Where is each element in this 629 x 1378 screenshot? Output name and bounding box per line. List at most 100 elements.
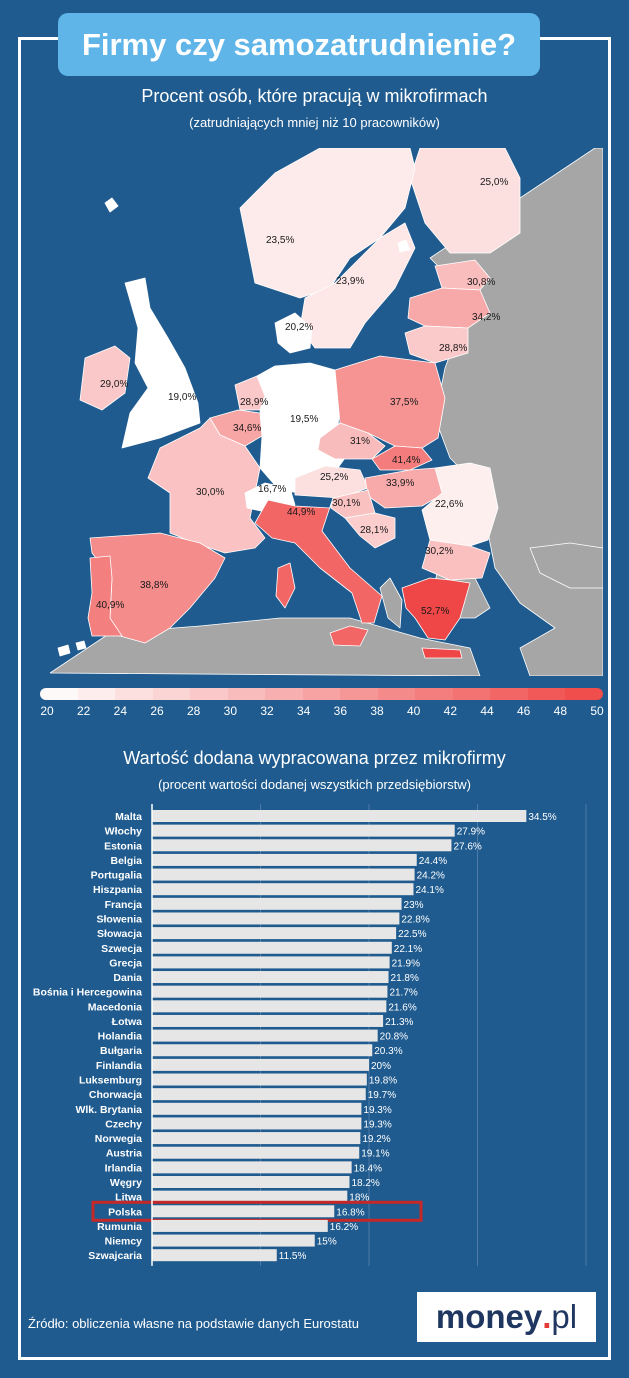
logo-tld: pl	[551, 1298, 578, 1335]
category-label: Wlk. Brytania	[75, 1104, 142, 1116]
island-sardinia	[275, 562, 296, 609]
category-label: Holandia	[98, 1031, 142, 1043]
category-label: Norwegia	[95, 1133, 142, 1145]
color-scale-tick: 20	[40, 704, 54, 718]
country-rumunia	[421, 462, 499, 547]
map-value-label: 31%	[350, 436, 370, 447]
country-finlandia	[409, 148, 521, 254]
map-title: Procent osób, które pracują w mikrofirma…	[141, 86, 488, 106]
color-scale-step	[490, 688, 528, 700]
color-scale-step	[340, 688, 378, 700]
bar	[152, 1000, 387, 1013]
map-value-label: 41,4%	[392, 455, 420, 466]
bar	[152, 985, 388, 998]
color-scale-step	[415, 688, 453, 700]
color-scale	[40, 688, 603, 700]
country-estonia	[434, 259, 491, 291]
value-label: 20.8%	[380, 1032, 408, 1043]
color-scale-step	[190, 688, 228, 700]
bar	[152, 1029, 378, 1042]
country-dania	[274, 312, 313, 354]
value-label: 22.1%	[394, 944, 422, 955]
bar	[152, 927, 397, 940]
logo-brand: money	[435, 1298, 543, 1335]
value-label: 11.5%	[279, 1251, 307, 1262]
color-scale-tick: 26	[150, 704, 164, 718]
bar	[152, 1234, 315, 1247]
color-scale-step	[302, 688, 341, 700]
bar	[152, 1073, 367, 1086]
island-canary	[57, 644, 71, 657]
map-value-label: 44,9%	[287, 507, 315, 518]
category-label: Austria	[106, 1148, 142, 1160]
map-value-label: 30,0%	[196, 487, 224, 498]
map-value-label: 25,2%	[320, 472, 348, 483]
bar-chart-title: Wartość dodana wypracowana przez mikrofi…	[123, 748, 506, 768]
category-label: Malta	[115, 811, 142, 823]
bar	[152, 1117, 362, 1130]
category-label: Finlandia	[96, 1060, 142, 1072]
category-label: Dania	[113, 972, 142, 984]
value-label: 23%	[404, 900, 424, 911]
bar	[152, 912, 400, 925]
value-label: 27.9%	[457, 827, 485, 838]
map-value-label: 19,5%	[290, 414, 318, 425]
value-label: 19.2%	[362, 1134, 390, 1145]
bar	[152, 1102, 362, 1115]
country-francja	[147, 417, 266, 554]
map-subtitle: (zatrudniających mniej niż 10 pracownikó…	[189, 115, 440, 130]
map-value-label: 19,0%	[168, 392, 196, 403]
color-scale-step	[115, 688, 153, 700]
island-faroe	[104, 197, 119, 213]
bar	[152, 1088, 366, 1101]
bar	[152, 883, 414, 896]
color-scale-tick: 46	[516, 704, 531, 718]
value-label: 16.2%	[330, 1222, 358, 1233]
color-scale-tick: 42	[443, 704, 458, 718]
color-scale-tick: 24	[113, 704, 128, 718]
map-value-label: 30,8%	[467, 277, 495, 288]
category-label: Francja	[105, 899, 143, 911]
value-label: 22.8%	[401, 914, 429, 925]
country-słowacja	[371, 445, 433, 471]
country-wlk-brytania	[121, 277, 201, 449]
color-scale-tick: 22	[76, 704, 91, 718]
category-label: Belgia	[110, 855, 142, 867]
color-scale-step	[527, 688, 566, 700]
map-value-label: 40,9%	[96, 600, 124, 611]
color-scale-step	[565, 688, 603, 700]
country-grecja	[401, 577, 471, 641]
color-scale-tick: 32	[260, 704, 274, 718]
value-label: 18.4%	[354, 1163, 382, 1174]
category-label: Polska	[108, 1206, 142, 1218]
bar	[152, 1044, 373, 1057]
bar	[152, 1146, 360, 1159]
country-portugalia	[87, 555, 123, 637]
category-label: Szwecja	[101, 943, 142, 955]
color-scale-tick: 44	[480, 704, 494, 718]
category-label: Włochy	[105, 826, 142, 838]
value-label: 21.9%	[392, 958, 420, 969]
color-scale-ticks: 20 22 24 26 28 30 32 34 36 38 40 42 44 46 48 50	[0, 704, 629, 720]
category-label: Irlandia	[105, 1162, 143, 1174]
map-value-label: 34,6%	[233, 423, 261, 434]
color-scale-step	[40, 688, 78, 700]
color-scale-tick: 36	[333, 704, 348, 718]
bar	[152, 897, 402, 910]
value-added-bar-chart: Malta 34.5% Włochy 27.9% Estonia 27.6% Belgia 2…	[33, 804, 587, 1266]
color-scale-tick: 28	[186, 704, 201, 718]
map-value-label: 28,1%	[360, 525, 388, 536]
bar	[152, 971, 389, 984]
bar	[152, 956, 390, 969]
value-label: 21.3%	[385, 1017, 413, 1028]
island-gotland	[397, 239, 411, 253]
color-scale-step	[452, 688, 491, 700]
category-label: Szwajcaria	[88, 1250, 142, 1262]
category-label: Słowenia	[96, 913, 142, 925]
category-label: Węgry	[110, 1177, 142, 1189]
value-label: 16.8%	[336, 1207, 364, 1218]
color-scale-step	[152, 688, 191, 700]
map-value-label: 23,9%	[336, 276, 364, 287]
country-bułgaria	[421, 539, 491, 581]
bar	[152, 1249, 277, 1262]
